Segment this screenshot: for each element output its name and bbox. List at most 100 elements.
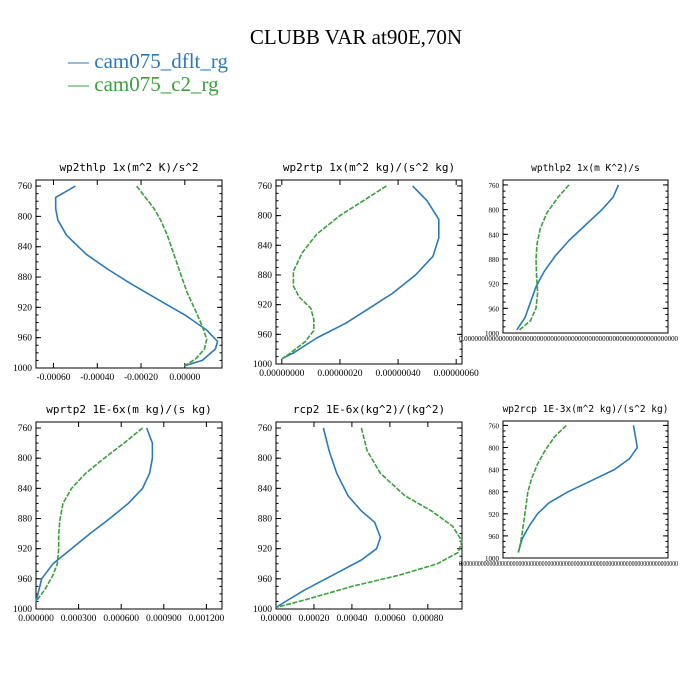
y-tick-label: 920 bbox=[489, 511, 500, 519]
chart-panel-6: wp2rcp 1E-3x(m^2 kg)/(s^2 kg)760 800 840 88… bbox=[459, 404, 678, 568]
y-tick-label: 920 bbox=[18, 303, 33, 313]
y-tick-label: 760 bbox=[258, 182, 273, 192]
y-tick-label: 1000 bbox=[13, 605, 32, 615]
chart-panel-5: rcp2 1E-6x(kg^2)/(kg^2) 760 800 840 880 920 96… bbox=[253, 403, 463, 624]
figure-legend: — cam075_dflt_rg — cam075_c2_rg bbox=[67, 49, 229, 96]
x-tick-label: -0.00020 bbox=[124, 373, 158, 383]
plot-frame bbox=[275, 179, 463, 365]
x-tick-label: 0.00060 bbox=[374, 614, 405, 624]
plot-frame bbox=[502, 179, 669, 334]
y-tick-label: 880 bbox=[18, 273, 33, 283]
series-line-dflt bbox=[35, 427, 154, 602]
y-tick-label: 960 bbox=[489, 533, 500, 541]
panel-title: wpthlp2 1x(m K^2)/s bbox=[531, 163, 640, 174]
panel-title: wprtp2 1E-6x(m kg)/(s kg) bbox=[46, 403, 212, 416]
chart-panel-4: wprtp2 1E-6x(m kg)/(s kg) 760 800 840 880 920… bbox=[13, 403, 224, 624]
chart-panel-2: wp2rtp 1x(m^2 kg)/(s^2 kg) 760 800 840 880 92… bbox=[253, 161, 479, 379]
x-tick-label: 0.00000 bbox=[169, 373, 200, 383]
series-line-c2 bbox=[518, 184, 570, 331]
y-tick-label: 880 bbox=[489, 489, 500, 497]
panel-title: rcp2 1E-6x(kg^2)/(kg^2) bbox=[293, 403, 445, 416]
y-tick-label: 920 bbox=[489, 281, 500, 289]
y-tick-label: 960 bbox=[489, 305, 500, 313]
x-tick-label: 0.001200 bbox=[189, 614, 225, 624]
plot-frame bbox=[502, 420, 669, 559]
series-line-c2 bbox=[275, 427, 463, 609]
x-tick-label: 0.00040 bbox=[336, 614, 367, 624]
y-tick-label: 840 bbox=[258, 241, 273, 251]
y-tick-label: 1000 bbox=[485, 330, 500, 338]
series-line-dflt bbox=[517, 425, 639, 553]
x-tick-label: 0.00000060 bbox=[434, 369, 479, 379]
y-tick-label: 960 bbox=[258, 330, 273, 340]
y-tick-label: 960 bbox=[18, 334, 33, 344]
x-tick-label: 0.000600 bbox=[103, 614, 139, 624]
series-line-dflt bbox=[281, 185, 440, 360]
x-tick-labels-overlapping: 0.00000000000000000000000000000000000000… bbox=[459, 560, 678, 568]
y-tick-label: 760 bbox=[18, 424, 33, 434]
y-tick-label: 1000 bbox=[485, 555, 500, 563]
y-tick-label: 880 bbox=[258, 515, 273, 525]
y-tick-label: 800 bbox=[489, 207, 500, 215]
chart-panel-1: wp2thlp 1x(m^2 K)/s^2 760 800 840 880 920 960 1… bbox=[13, 161, 223, 383]
y-tick-label: 960 bbox=[18, 575, 33, 585]
y-tick-label: 760 bbox=[18, 182, 33, 192]
legend-item-dflt: — cam075_dflt_rg bbox=[67, 49, 229, 73]
x-tick-labels-overlapping: 0.00000000000000000000000000000000000000… bbox=[459, 335, 678, 343]
y-tick-label: 920 bbox=[258, 545, 273, 555]
x-tick-label: -0.00040 bbox=[80, 373, 114, 383]
series-line-c2 bbox=[517, 424, 567, 553]
x-tick-label: -0.00060 bbox=[36, 373, 70, 383]
y-tick-label: 840 bbox=[18, 243, 33, 253]
plot-frame bbox=[35, 179, 223, 369]
chart-panel-3: wpthlp2 1x(m K^2)/s 760 800 840 880 920 960 100… bbox=[459, 163, 678, 343]
panel-title: wp2rtp 1x(m^2 kg)/(s^2 kg) bbox=[283, 161, 455, 174]
legend-label-c2: cam075_c2_rg bbox=[94, 72, 219, 96]
x-tick-label: 0.00000020 bbox=[317, 369, 362, 379]
y-tick-label: 920 bbox=[258, 301, 273, 311]
x-tick-label: 0.00000040 bbox=[376, 369, 421, 379]
legend-item-c2: — cam075_c2_rg bbox=[67, 72, 219, 96]
x-tick-label: 0.00080 bbox=[412, 614, 443, 624]
y-tick-label: 760 bbox=[258, 424, 273, 434]
y-tick-label: 880 bbox=[18, 515, 33, 525]
y-tick-label: 840 bbox=[489, 231, 500, 239]
y-tick-label: 800 bbox=[258, 454, 273, 464]
series-line-c2 bbox=[35, 427, 144, 602]
y-tick-label: 800 bbox=[18, 212, 33, 222]
panels-group: wp2thlp 1x(m^2 K)/s^2 760 800 840 880 920 960 1… bbox=[13, 161, 678, 624]
plot-frame bbox=[275, 421, 463, 610]
y-tick-label: 1000 bbox=[13, 364, 32, 374]
y-tick-label: 1000 bbox=[253, 360, 272, 370]
y-tick-label: 800 bbox=[489, 445, 500, 453]
y-tick-label: 920 bbox=[18, 545, 33, 555]
y-tick-label: 840 bbox=[18, 484, 33, 494]
series-line-c2 bbox=[136, 185, 208, 367]
y-tick-label: 760 bbox=[489, 182, 500, 190]
series-line-dflt bbox=[275, 427, 382, 609]
y-tick-label: 880 bbox=[489, 256, 500, 264]
series-line-c2 bbox=[281, 185, 387, 360]
y-tick-label: 800 bbox=[18, 454, 33, 464]
y-tick-label: 800 bbox=[258, 212, 273, 222]
x-tick-label: 0.00000 bbox=[261, 614, 292, 624]
figure-title: CLUBB VAR at90E,70N bbox=[250, 25, 462, 49]
x-tick-label: 0.00020 bbox=[299, 614, 330, 624]
plot-frame bbox=[35, 421, 223, 610]
y-tick-label: 840 bbox=[258, 484, 273, 494]
series-line-dflt bbox=[54, 185, 219, 367]
y-tick-label: 840 bbox=[489, 467, 500, 475]
x-tick-label: 0.000300 bbox=[61, 614, 97, 624]
panel-title: wp2thlp 1x(m^2 K)/s^2 bbox=[59, 161, 198, 174]
y-tick-label: 1000 bbox=[253, 605, 272, 615]
y-tick-label: 880 bbox=[258, 271, 273, 281]
x-tick-label: 0.000900 bbox=[146, 614, 182, 624]
x-tick-label: 0.000000 bbox=[18, 614, 54, 624]
x-tick-label: 0.00000000 bbox=[259, 369, 304, 379]
legend-label-dflt: cam075_dflt_rg bbox=[94, 49, 228, 73]
y-tick-label: 760 bbox=[489, 422, 500, 430]
series-line-dflt bbox=[516, 184, 620, 331]
panel-title: wp2rcp 1E-3x(m^2 kg)/(s^2 kg) bbox=[503, 404, 669, 415]
y-tick-label: 960 bbox=[258, 575, 273, 585]
